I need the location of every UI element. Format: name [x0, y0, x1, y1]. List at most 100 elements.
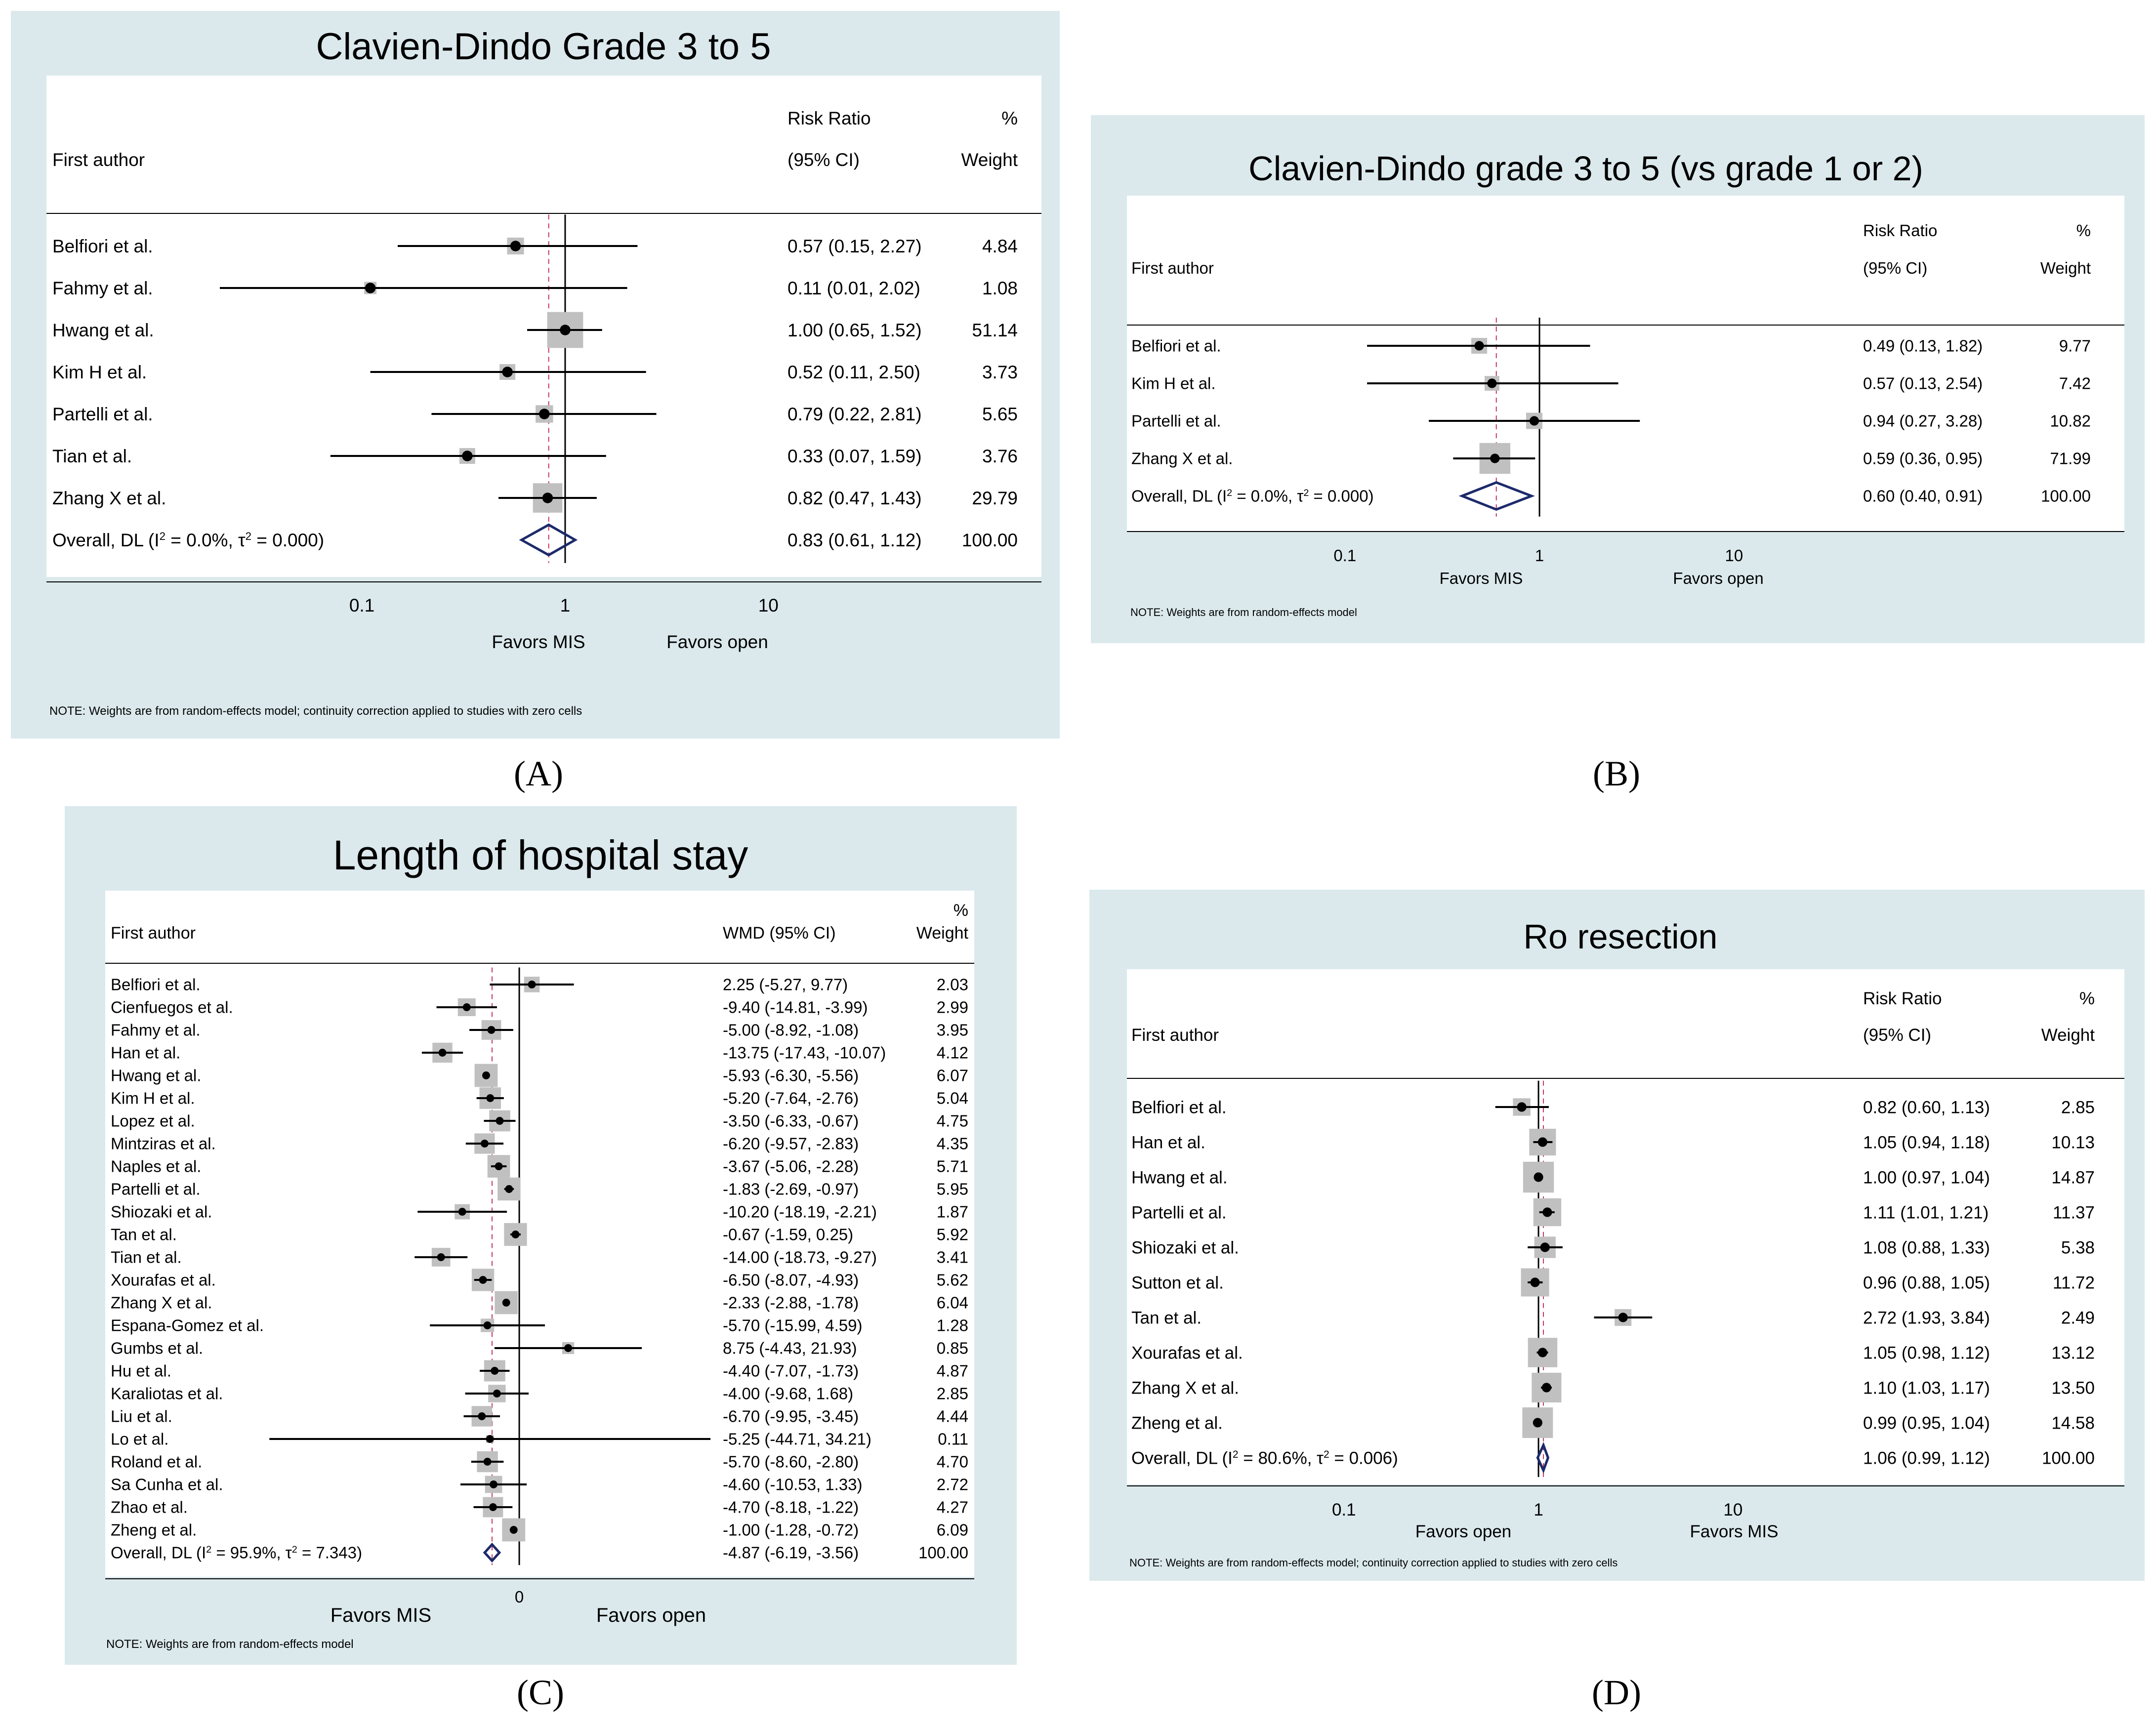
panel-title: Clavien-Dindo Grade 3 to 5 — [316, 26, 771, 68]
study-author: Zheng et al. — [111, 1521, 197, 1539]
study-ci-text: 1.00 (0.97, 1.04) — [1863, 1168, 1990, 1187]
study-row: Kim H et al. 0.52 (0.11, 2.50) 3.73 — [52, 362, 1018, 382]
study-ci-text: 0.82 (0.47, 1.43) — [788, 488, 922, 508]
header-weight-bottom: Weight — [961, 150, 1018, 170]
study-row: Belfiori et al. 0.57 (0.15, 2.27) 4.84 — [52, 236, 1018, 256]
overall-weight: 100.00 — [2041, 487, 2091, 505]
overall-label-tau-eq: = — [251, 530, 272, 550]
study-row: Kim H et al. 0.57 (0.13, 2.54) 7.42 — [1131, 374, 2091, 393]
study-weight: 4.75 — [937, 1112, 968, 1130]
overall-label-tau-eq: = — [1329, 1448, 1349, 1468]
study-weight: 5.71 — [937, 1157, 968, 1176]
study-point-estimate — [502, 1299, 510, 1307]
study-author: Karaliotas et al. — [111, 1385, 223, 1403]
study-author: Belfiori et al. — [52, 236, 153, 256]
study-point-estimate — [1541, 1383, 1551, 1393]
study-ci-text: -3.67 (-5.06, -2.28) — [723, 1157, 859, 1176]
study-weight: 4.35 — [937, 1135, 968, 1153]
study-author: Partelli et al. — [1131, 1203, 1227, 1222]
overall-row: Overall, DL (I2 = 95.9%, τ2 = 7.343) -4.8… — [111, 1542, 968, 1563]
study-ci-text: -5.70 (-15.99, 4.59) — [723, 1316, 863, 1335]
study-weight: 9.77 — [2059, 337, 2091, 355]
overall-label-i2-sup: 2 — [1233, 1449, 1239, 1460]
study-author: Zheng et al. — [1131, 1413, 1223, 1433]
study-point-estimate — [1533, 1418, 1542, 1428]
panel-caption: (D) — [1592, 1673, 1641, 1712]
study-point-estimate — [437, 1253, 445, 1261]
study-row: Xourafas et al. 1.05 (0.98, 1.12) 13.12 — [1131, 1338, 2095, 1367]
study-author: Hwang et al. — [111, 1067, 201, 1085]
study-point-estimate — [495, 1162, 503, 1170]
favors-right-label: Favors MIS — [1690, 1522, 1779, 1541]
study-point-estimate — [539, 409, 550, 419]
study-author: Kim H et al. — [52, 362, 147, 382]
study-point-estimate — [482, 1071, 490, 1079]
header-effect-top: Risk Ratio — [788, 108, 871, 128]
overall-tau2-value: 0.000 — [272, 530, 318, 550]
overall-label-close: ) — [357, 1544, 362, 1562]
study-point-estimate — [491, 1367, 499, 1375]
study-point-estimate — [1534, 1172, 1543, 1182]
study-row: Hwang et al. 1.00 (0.97, 1.04) 14.87 — [1131, 1161, 2095, 1193]
overall-label-i2-prefix: (I — [1217, 1448, 1233, 1468]
study-row: Han et al. -13.75 (-17.43, -10.07) 4.12 — [111, 1042, 968, 1063]
study-author: Zhang X et al. — [52, 488, 166, 508]
study-author: Espana-Gomez et al. — [111, 1316, 264, 1335]
study-row: Belfiori et al. 2.25 (-5.27, 9.77) 2.03 — [111, 976, 968, 994]
study-point-estimate — [462, 451, 473, 461]
study-ci-text: 1.08 (0.88, 1.33) — [1863, 1238, 1990, 1257]
study-weight: 10.13 — [2051, 1133, 2095, 1152]
overall-label-i2-eq: = — [211, 1544, 230, 1562]
panel-title: Length of hospital stay — [333, 832, 748, 878]
favors-left-label: Favors MIS — [492, 632, 585, 652]
study-point-estimate — [511, 1231, 520, 1238]
study-row: Hwang et al. -5.93 (-6.30, -5.56) 6.07 — [111, 1064, 968, 1087]
study-point-estimate — [483, 1321, 492, 1329]
header-effect-bottom: (95% CI) — [1863, 259, 1927, 277]
overall-label-i2-sup: 2 — [206, 1544, 211, 1555]
study-author: Hwang et al. — [1131, 1168, 1228, 1187]
study-point-estimate — [490, 1480, 498, 1488]
panel-title: Clavien-Dindo grade 3 to 5 (vs grade 1 o… — [1248, 149, 1923, 188]
study-point-estimate — [560, 325, 571, 335]
study-row: Tian et al. -14.00 (-18.73, -9.27) 3.41 — [111, 1248, 968, 1267]
study-row: Hwang et al. 1.00 (0.65, 1.52) 51.14 — [52, 312, 1018, 348]
study-point-estimate — [1537, 1137, 1548, 1147]
study-author: Shiozaki et al. — [1131, 1238, 1239, 1257]
header-first-author: First author — [111, 924, 196, 943]
study-ci-text: -1.83 (-2.69, -0.97) — [723, 1180, 859, 1198]
study-author: Belfiori et al. — [1131, 1098, 1227, 1117]
study-ci-text: -5.70 (-8.60, -2.80) — [723, 1453, 859, 1471]
study-ci-text: 1.11 (1.01, 1.21) — [1863, 1203, 1989, 1222]
study-row: Han et al. 1.05 (0.94, 1.18) 10.13 — [1131, 1128, 2095, 1156]
study-row: Partelli et al. -1.83 (-2.69, -0.97) 5.95 — [111, 1177, 968, 1201]
study-point-estimate — [1487, 378, 1497, 388]
overall-label-tau-prefix: , τ — [228, 530, 246, 550]
study-ci-text: -5.00 (-8.92, -1.08) — [723, 1021, 859, 1039]
study-weight: 10.82 — [2050, 412, 2091, 430]
overall-label: Overall, DL (I2 = 80.6%, τ2 = 0.006) — [1131, 1448, 1398, 1468]
study-weight: 4.70 — [937, 1453, 968, 1471]
study-author: Han et al. — [1131, 1133, 1205, 1152]
overall-i2-value: 0.0% — [1251, 487, 1288, 505]
study-weight: 13.12 — [2051, 1343, 2095, 1362]
favors-left-label: Favors MIS — [1440, 569, 1523, 587]
study-weight: 4.84 — [982, 236, 1018, 256]
study-weight: 2.85 — [937, 1385, 968, 1403]
study-ci-text: 1.05 (0.98, 1.12) — [1863, 1343, 1990, 1362]
study-row: Shiozaki et al. -10.20 (-18.19, -2.21) 1.8… — [111, 1203, 968, 1221]
study-row: Naples et al. -3.67 (-5.06, -2.28) 5.71 — [111, 1155, 968, 1178]
study-row: Partelli et al. 0.94 (0.27, 3.28) 10.82 — [1131, 412, 2091, 430]
study-row: Cienfuegos et al. -9.40 (-14.81, -3.99) 2.… — [111, 998, 968, 1017]
overall-label-i2-eq: = — [166, 530, 186, 550]
panel-caption: (A) — [514, 754, 563, 793]
overall-label: Overall, DL (I2 = 0.0%, τ2 = 0.000) — [52, 530, 324, 550]
overall-ci-text: 0.60 (0.40, 0.91) — [1863, 487, 1983, 505]
study-row: Tian et al. 0.33 (0.07, 1.59) 3.76 — [52, 446, 1018, 466]
overall-label-text: Overall, DL — [52, 530, 143, 550]
study-ci-text: -5.93 (-6.30, -5.56) — [723, 1067, 859, 1085]
study-author: Zhang X et al. — [111, 1294, 212, 1312]
study-ci-text: 0.52 (0.11, 2.50) — [788, 362, 920, 382]
study-author: Kim H et al. — [1131, 374, 1216, 393]
study-ci-text: 1.10 (1.03, 1.17) — [1863, 1378, 1990, 1397]
